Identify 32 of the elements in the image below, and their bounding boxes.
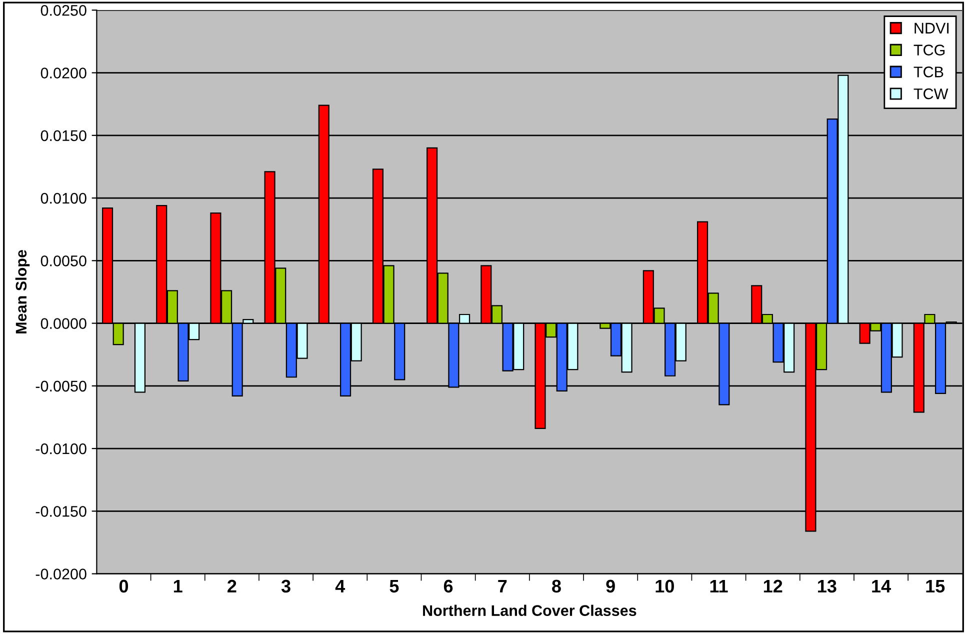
x-tick-label: 5 [390,580,399,593]
y-tick-label: 0.0200 [40,68,86,78]
legend-label: TCB [914,66,944,78]
x-tick-label: 1 [174,580,182,592]
x-tick-label: 3 [281,580,290,593]
x-tick-label: 10 [656,580,674,593]
y-tick-label: 0.0000 [40,318,86,329]
x-tick-label: 2 [228,580,236,592]
y-tick-label: 0.0250 [40,5,86,16]
x-axis-title: Northern Land Cover Classes [423,604,636,616]
y-tick-label: -0.0150 [36,506,86,517]
y-tick-label: 0.0150 [40,130,86,142]
x-tick-label: 14 [872,580,891,592]
y-tick-label: 0.0050 [40,256,86,266]
y-axis-title: Mean Slope [15,250,30,334]
x-tick-label: 9 [606,580,615,593]
x-tick-label: 6 [444,580,453,593]
y-tick-label: 0.0100 [40,192,86,204]
y-tick-label: -0.0100 [36,443,86,454]
y-tick-label: -0.0050 [36,380,86,392]
legend-label: NDVI [914,22,949,34]
x-tick-label: 15 [926,580,945,593]
x-tick-label: 7 [498,580,507,592]
x-tick-label: 11 [710,580,728,592]
legend-label: TCG [914,44,945,56]
legend-label: TCW [914,88,948,100]
y-tick-label: -0.0200 [36,568,86,580]
x-tick-label: 12 [764,580,782,592]
x-tick-label: 0 [119,580,128,593]
x-tick-label: 8 [552,580,561,593]
x-tick-label: 13 [818,580,836,593]
x-tick-label: 4 [335,580,346,592]
